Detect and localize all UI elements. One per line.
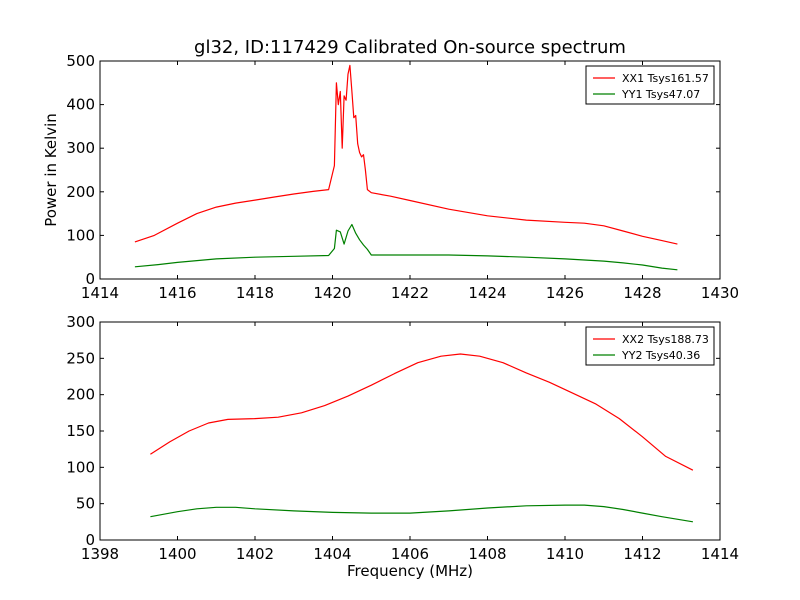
legend-entry: XX2 Tsys188.73 <box>622 333 709 346</box>
y-tick-label: 300 <box>66 313 95 331</box>
legend-box <box>585 65 715 105</box>
legend: XX1 Tsys161.57 YY1 Tsys47.07 <box>585 65 715 105</box>
x-tick-label: 1406 <box>391 545 429 563</box>
x-tick-label: 1418 <box>236 284 274 302</box>
series-line-yy1 <box>134 223 678 271</box>
series-line-yy2 <box>150 504 693 523</box>
y-tick-label: 0 <box>85 270 95 288</box>
figure-title: gl32, ID:117429 Calibrated On-source spe… <box>194 37 626 58</box>
series-line-xx2 <box>150 353 694 471</box>
legend-box <box>585 326 715 366</box>
legend: XX2 Tsys188.73 YY2 Tsys40.36 <box>585 326 715 366</box>
x-tick-label: 1398 <box>81 545 119 563</box>
y-tick-label: 100 <box>66 458 95 476</box>
x-tick-label: 1412 <box>623 545 661 563</box>
x-tick-label: 1402 <box>236 545 274 563</box>
x-tick-label: 1400 <box>158 545 196 563</box>
y-tick-label: 500 <box>66 52 95 70</box>
y-tick-label: 200 <box>66 386 95 404</box>
y-tick-label: 0 <box>85 531 95 549</box>
y-tick-label: 50 <box>76 495 95 513</box>
x-tick-label: 1422 <box>391 284 429 302</box>
y-tick-label: 200 <box>66 183 95 201</box>
x-tick-label: 1410 <box>546 545 584 563</box>
legend-entry: YY1 Tsys47.07 <box>621 88 700 101</box>
x-tick-label: 1420 <box>313 284 351 302</box>
x-tick-label: 1428 <box>623 284 661 302</box>
x-tick-label: 1426 <box>546 284 584 302</box>
bottom-panel: 1398 1400 1402 1404 1406 1408 1410 1412 1414 0 50 1… <box>66 313 739 580</box>
x-tick-label: 1404 <box>313 545 351 563</box>
x-tick-label: 1414 <box>81 284 119 302</box>
top-panel: 1414 1416 1418 1420 1422 1424 1426 1428 1430 0 100… <box>42 52 739 302</box>
x-tick-label: 1408 <box>468 545 506 563</box>
x-axis-label: Frequency (MHz) <box>347 562 473 580</box>
y-tick-label: 100 <box>66 226 95 244</box>
x-tick-label: 1416 <box>158 284 196 302</box>
x-tick-label: 1424 <box>468 284 506 302</box>
legend-entry: YY2 Tsys40.36 <box>621 349 700 362</box>
x-tick-label: 1430 <box>701 284 739 302</box>
legend-entry: XX1 Tsys161.57 <box>622 72 709 85</box>
y-tick-label: 150 <box>66 422 95 440</box>
y-tick-label: 300 <box>66 139 95 157</box>
y-tick-label: 250 <box>66 349 95 367</box>
y-tick-label: 400 <box>66 96 95 114</box>
x-tick-label: 1414 <box>701 545 739 563</box>
y-axis-label: Power in Kelvin <box>42 113 60 227</box>
series-line-xx1 <box>134 64 678 245</box>
